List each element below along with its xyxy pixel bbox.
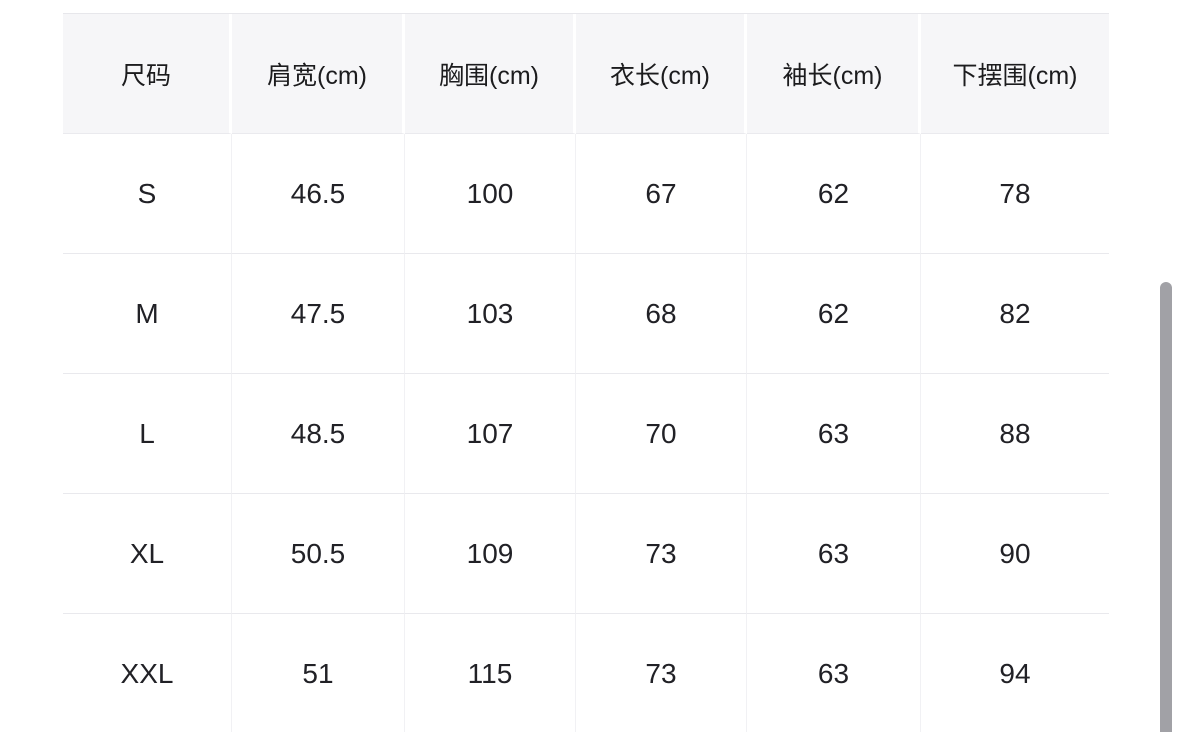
header-cell-hem: 下摆围(cm)	[921, 14, 1109, 134]
row-l-shoulder: 48.5	[232, 374, 405, 494]
row-l-sleeve: 63	[747, 374, 921, 494]
header-cell-shoulder: 肩宽(cm)	[232, 14, 405, 134]
row-xxl-size: XXL	[63, 614, 232, 732]
row-l-length: 70	[576, 374, 747, 494]
row-xl-hem: 90	[921, 494, 1109, 614]
row-m-size: M	[63, 254, 232, 374]
row-s-chest: 100	[405, 134, 576, 254]
row-m-shoulder: 47.5	[232, 254, 405, 374]
row-s-sleeve: 62	[747, 134, 921, 254]
row-xl-chest: 109	[405, 494, 576, 614]
row-m-chest: 103	[405, 254, 576, 374]
row-xxl-shoulder: 51	[232, 614, 405, 732]
size-chart-table: 尺码 肩宽(cm) 胸围(cm) 衣长(cm) 袖长(cm) 下摆围(cm) S…	[63, 13, 1109, 732]
row-xl-size: XL	[63, 494, 232, 614]
header-cell-sleeve: 袖长(cm)	[747, 14, 921, 134]
row-xl-length: 73	[576, 494, 747, 614]
row-s-size: S	[63, 134, 232, 254]
row-xl-sleeve: 63	[747, 494, 921, 614]
row-xxl-sleeve: 63	[747, 614, 921, 732]
row-l-size: L	[63, 374, 232, 494]
header-cell-size: 尺码	[63, 14, 232, 134]
row-m-length: 68	[576, 254, 747, 374]
row-xxl-length: 73	[576, 614, 747, 732]
row-l-hem: 88	[921, 374, 1109, 494]
row-xl-shoulder: 50.5	[232, 494, 405, 614]
row-m-hem: 82	[921, 254, 1109, 374]
row-s-shoulder: 46.5	[232, 134, 405, 254]
row-l-chest: 107	[405, 374, 576, 494]
row-xxl-chest: 115	[405, 614, 576, 732]
row-xxl-hem: 94	[921, 614, 1109, 732]
row-m-sleeve: 62	[747, 254, 921, 374]
header-cell-chest: 胸围(cm)	[405, 14, 576, 134]
row-s-length: 67	[576, 134, 747, 254]
row-s-hem: 78	[921, 134, 1109, 254]
vertical-scrollbar-thumb[interactable]	[1160, 282, 1172, 732]
header-cell-length: 衣长(cm)	[576, 14, 747, 134]
